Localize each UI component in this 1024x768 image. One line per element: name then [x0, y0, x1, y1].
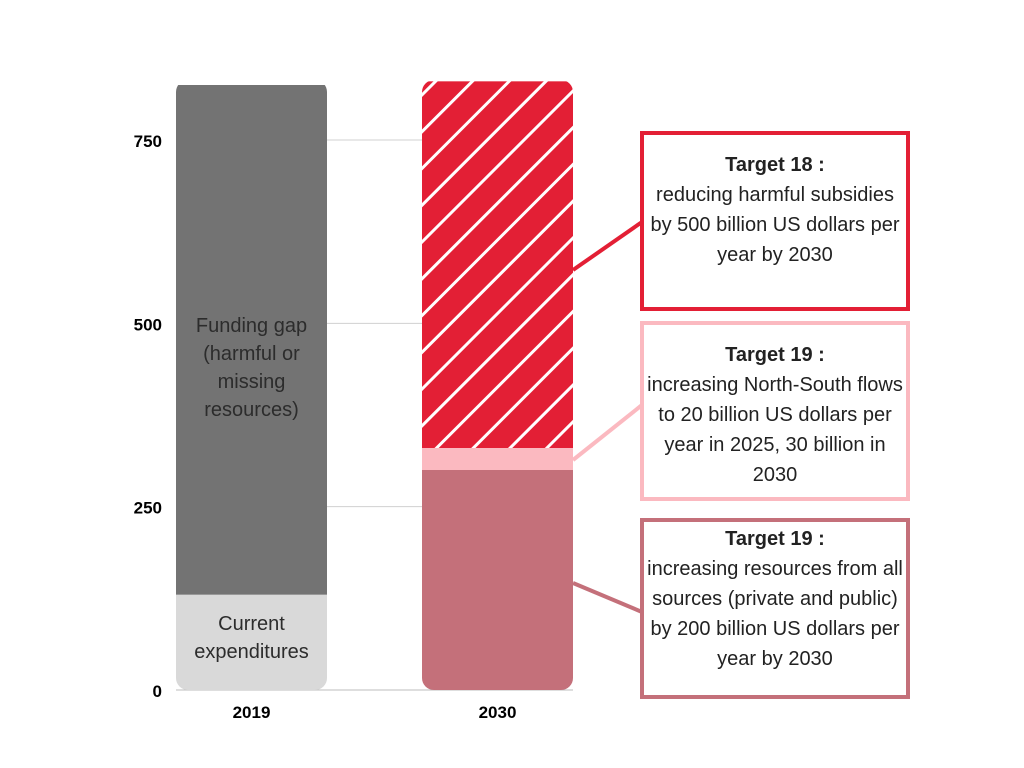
connector-target-19-resources	[572, 581, 643, 614]
y-tick-label: 250	[134, 499, 162, 518]
bar-segment-2030-1	[422, 448, 573, 470]
x-tick-label: 2019	[233, 703, 271, 722]
callout-target-19-resources: Target 19 : increasing resources from al…	[640, 518, 910, 699]
callout-text: increasing resources from all sources (p…	[647, 558, 903, 670]
bar-segment-2019-0	[176, 594, 327, 690]
bar-2030	[422, 81, 573, 690]
callout-target-19-flows: Target 19 : increasing North-South flows…	[640, 321, 910, 501]
y-tick-label: 0	[153, 682, 162, 701]
current-expenditures-label: Current expenditures	[194, 613, 309, 663]
funding-gap-label: Funding gap (harmful or missing resource…	[195, 315, 308, 421]
callout-text: reducing harmful subsidies by 500 billio…	[650, 184, 900, 266]
callout-title: Target 19 :	[725, 528, 825, 550]
bar-2019	[176, 85, 327, 690]
bar-segment-2030-2	[422, 81, 573, 448]
callout-title: Target 18 :	[725, 154, 825, 176]
y-tick-label: 500	[134, 315, 162, 334]
x-tick-label: 2030	[479, 703, 517, 722]
y-tick-label: 750	[134, 132, 162, 151]
connector-target-19-flows	[571, 403, 644, 462]
bar-segment-2019-1	[176, 85, 327, 595]
bar-segment-2030-0	[422, 470, 573, 690]
callout-title: Target 19 :	[725, 344, 825, 366]
connector-target-18	[571, 220, 644, 272]
callout-text: increasing North-South flows to 20 billi…	[647, 374, 903, 486]
callout-target-18: Target 18 : reducing harmful subsidies b…	[640, 131, 910, 311]
